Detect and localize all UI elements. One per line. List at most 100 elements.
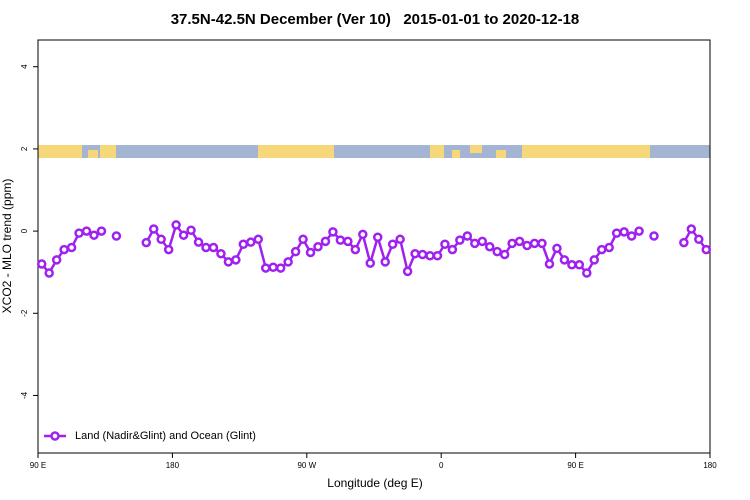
data-point: [208, 242, 219, 253]
data-point: [81, 226, 92, 236]
data-point: [320, 236, 331, 247]
data-point: [395, 234, 405, 245]
data-point: [44, 268, 54, 278]
land-mask: [38, 145, 710, 158]
x-tick-label: 0: [439, 461, 444, 470]
data-point: [305, 247, 316, 258]
data-point: [231, 255, 241, 265]
data-point: [335, 235, 346, 245]
data-point: [410, 248, 420, 259]
data-point: [260, 263, 271, 273]
data-point: [201, 242, 211, 253]
legend-marker: [50, 431, 60, 441]
y-tick-label: -2: [20, 309, 29, 317]
data-point: [402, 266, 413, 277]
data-point: [350, 244, 361, 255]
data-point: [96, 226, 107, 236]
data-point: [216, 248, 226, 259]
data-point: [604, 242, 614, 253]
data-point: [484, 241, 495, 252]
data-point: [440, 239, 450, 249]
data-point: [596, 244, 607, 255]
data-point: [298, 234, 308, 245]
data-point: [417, 249, 428, 260]
land-band: [258, 145, 334, 158]
land-band: [38, 145, 82, 158]
land-band: [496, 150, 506, 158]
data-point: [507, 238, 517, 249]
x-tick-label: 90 E: [30, 461, 46, 470]
data-point: [686, 224, 697, 234]
data-point: [574, 260, 585, 270]
data-point: [499, 249, 510, 260]
data-point: [148, 224, 159, 234]
data-point: [559, 255, 570, 265]
data-point: [679, 237, 689, 248]
data-point: [544, 259, 555, 269]
data-point: [537, 238, 547, 249]
x-tick-label: 180: [703, 461, 717, 470]
data-point: [193, 237, 204, 247]
data-point: [141, 237, 152, 248]
data-point: [163, 244, 174, 255]
data-point: [253, 234, 264, 245]
y-axis-label: XCO2 - MLO trend (ppm): [0, 179, 14, 314]
land-band: [88, 150, 98, 158]
land-band: [470, 145, 482, 153]
data-point: [447, 244, 458, 255]
data-point: [51, 255, 62, 265]
data-point: [567, 260, 577, 270]
data-point: [290, 246, 301, 257]
land-band: [430, 145, 444, 158]
y-tick-label: 4: [20, 64, 29, 69]
y-tick-label: -4: [20, 391, 29, 399]
data-point: [694, 234, 704, 245]
chart-title: 37.5N-42.5N December (Ver 10) 2015-01-01…: [171, 11, 580, 28]
data-point: [89, 230, 99, 240]
data-point: [611, 228, 622, 238]
data-point: [522, 240, 532, 251]
data-point: [701, 244, 712, 255]
data-point: [328, 227, 338, 237]
data-point: [529, 238, 540, 249]
data-point: [477, 236, 488, 247]
data-point: [380, 257, 390, 267]
data-point: [313, 241, 323, 252]
land-band: [522, 145, 650, 158]
land-band: [452, 150, 460, 158]
data-point: [552, 243, 562, 254]
data-point: [186, 225, 196, 236]
data-point: [589, 255, 600, 265]
data-point: [372, 232, 383, 243]
x-tick-label: 90 E: [567, 461, 583, 470]
data-point: [66, 242, 77, 253]
data-point: [634, 226, 644, 236]
data-point: [275, 263, 286, 273]
data-point: [619, 227, 629, 237]
data-point: [36, 259, 47, 269]
data-point: [171, 220, 181, 230]
data-point: [223, 257, 234, 267]
data-point: [387, 239, 398, 249]
x-tick-label: 180: [166, 461, 180, 470]
data-point: [268, 262, 278, 273]
data-point: [283, 257, 293, 267]
data-point: [178, 230, 189, 240]
data-point: [432, 250, 443, 261]
data-point: [649, 231, 659, 241]
data-point: [425, 250, 435, 261]
data-point: [365, 258, 376, 268]
data-point: [156, 234, 166, 245]
data-point: [514, 236, 525, 247]
data-point: [462, 231, 473, 241]
data-point: [470, 238, 480, 249]
data-point: [111, 231, 122, 241]
data-point: [74, 228, 84, 238]
data-point: [59, 244, 69, 255]
land-band: [100, 145, 116, 158]
plot-frame: [37, 39, 711, 454]
legend-label: Land (Nadir&Glint) and Ocean (Glint): [75, 430, 256, 442]
data-point: [358, 229, 368, 240]
data-point: [343, 236, 353, 247]
